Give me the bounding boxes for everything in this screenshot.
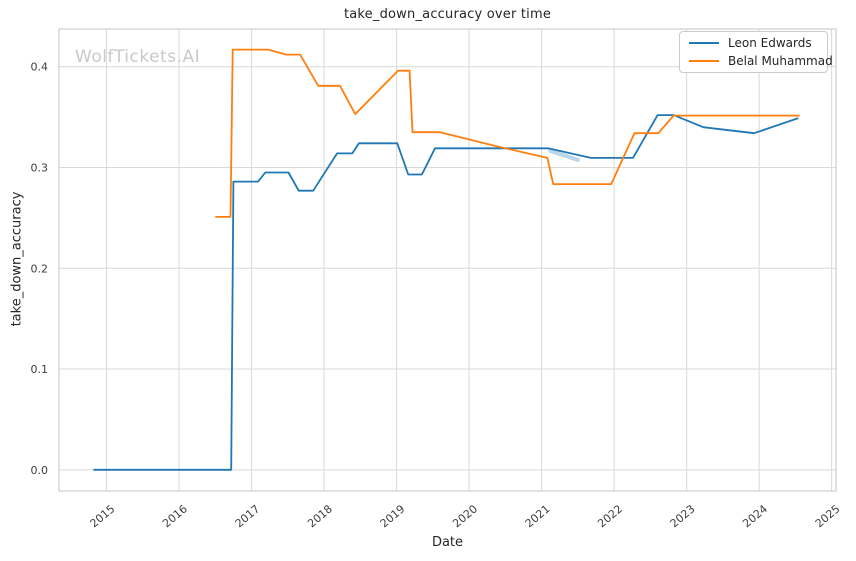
legend-item-belal-muhammad: Belal Muhammad: [680, 54, 833, 68]
x-tick-label: 2021: [523, 502, 553, 530]
watermark: WolfTickets.AI: [75, 47, 201, 67]
plot-border: [58, 28, 837, 492]
y-tick-label: 0.2: [31, 262, 49, 275]
x-tick-label: 2023: [668, 502, 698, 530]
x-tick-label: 2017: [233, 502, 263, 530]
x-tick-label: 2016: [160, 502, 190, 530]
legend-label: Leon Edwards: [728, 36, 812, 50]
x-tick-label: 2025: [813, 502, 843, 530]
line-artifact-smudge: [548, 148, 580, 162]
x-tick-label: 2024: [740, 502, 770, 530]
x-tick-label: 2018: [305, 502, 335, 530]
y-tick-label: 0.0: [31, 464, 49, 477]
x-tick-label: 2015: [88, 502, 118, 530]
y-tick-label: 0.1: [31, 363, 49, 376]
x-axis-label: Date: [431, 535, 464, 550]
y-tick-label: 0.3: [31, 161, 49, 174]
legend: Leon Edwards Belal Muhammad: [679, 31, 833, 73]
x-tick-label: 2020: [450, 502, 480, 530]
legend-line-swatch-leon-edwards: [689, 42, 719, 44]
legend-label: Belal Muhammad: [728, 54, 833, 68]
y-tick-label: 0.4: [31, 61, 49, 74]
series-line-leon-edwards: [93, 114, 799, 471]
legend-item-leon-edwards: Leon Edwards: [680, 36, 827, 50]
x-tick-label: 2022: [595, 502, 625, 530]
series-line-belal-muhammad: [215, 48, 800, 218]
legend-line-swatch-belal-muhammad: [689, 60, 719, 62]
x-tick-label: 2019: [378, 502, 408, 530]
y-axis-label: take_down_accuracy: [9, 191, 25, 327]
chart-title: take_down_accuracy over time: [343, 7, 552, 22]
